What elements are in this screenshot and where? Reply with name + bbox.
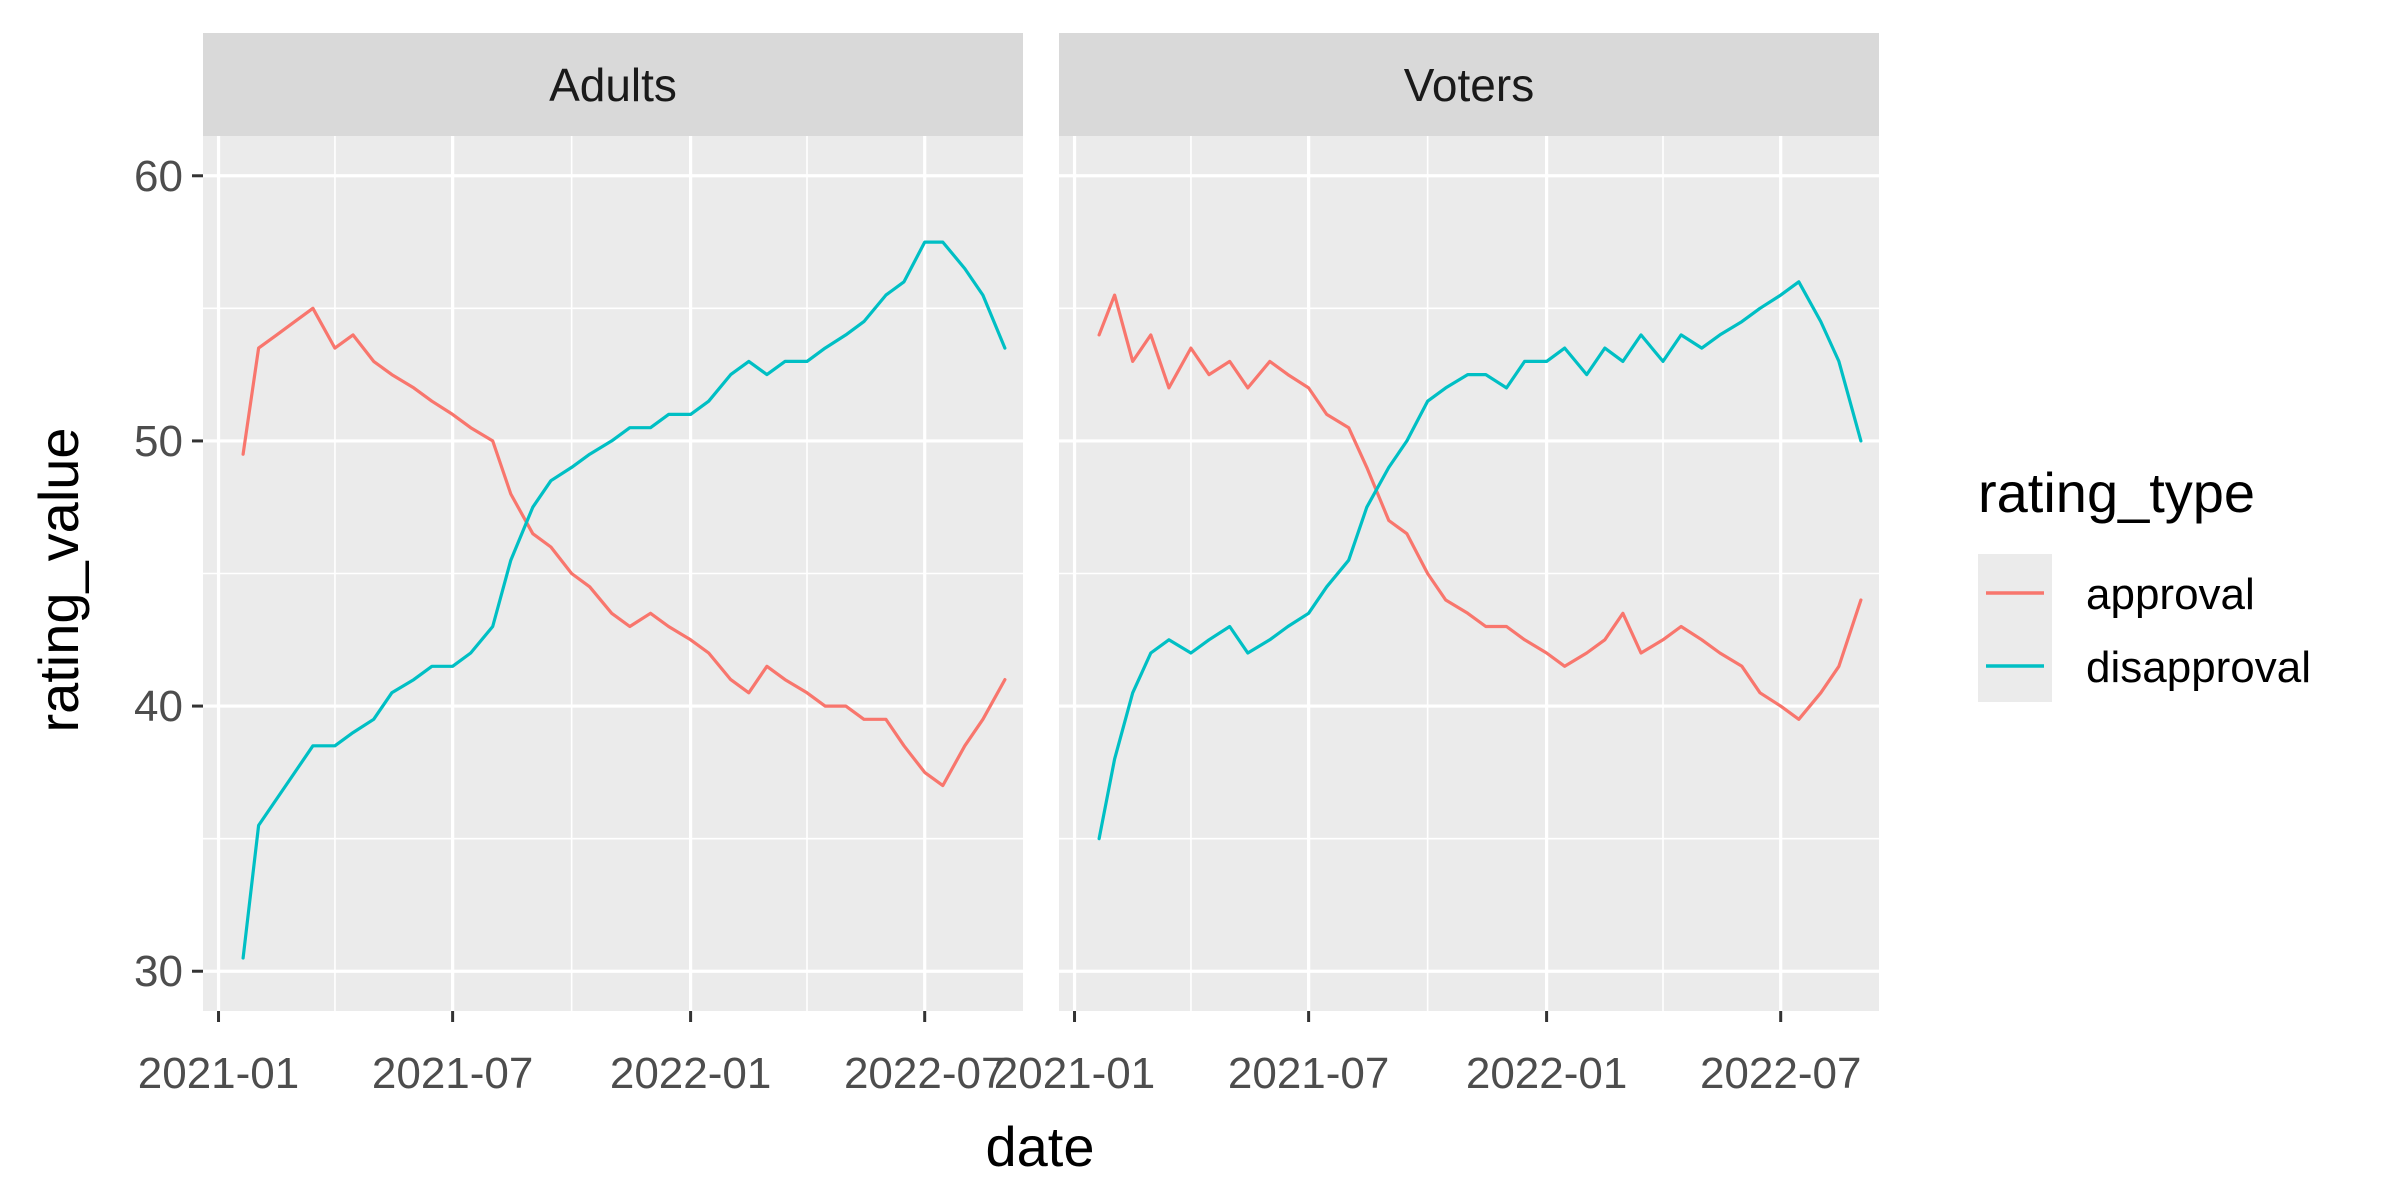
y-tick-label: 30	[134, 947, 183, 996]
x-tick-label: 2021-01	[994, 1049, 1155, 1098]
series-line-disapproval	[241, 240, 1007, 960]
x-tick-label: 2022-07	[1700, 1049, 1861, 1098]
legend: rating_type approval disapproval	[1978, 461, 2311, 702]
panels: Adults 2021-01 2021-07 2022-01 2022-07 30 40 50…	[134, 33, 1879, 1098]
x-tick-label: 2022-01	[1466, 1049, 1627, 1098]
series-line-approval	[241, 306, 1007, 788]
y-tick-label: 60	[134, 152, 183, 201]
legend-title: rating_type	[1978, 461, 2255, 524]
facet-strip	[1059, 33, 1879, 136]
series-line-approval	[1097, 293, 1863, 721]
legend-label-disapproval: disapproval	[2086, 643, 2311, 692]
panel-adults: Adults 2021-01 2021-07 2022-01 2022-07 30 40 50…	[134, 33, 1023, 1098]
x-tick-label: 2022-07	[844, 1049, 1005, 1098]
legend-label-approval: approval	[2086, 570, 2255, 619]
x-tick-label: 2022-01	[610, 1049, 771, 1098]
x-axis-title: date	[986, 1115, 1095, 1178]
facet-strip-label: Voters	[1404, 59, 1534, 111]
facet-strip	[203, 33, 1023, 136]
facet-strip-label: Adults	[549, 59, 677, 111]
x-tick-label: 2021-07	[1228, 1049, 1389, 1098]
y-tick-label: 40	[134, 682, 183, 731]
y-axis-title: rating_value	[27, 427, 90, 732]
y-tick-label: 50	[134, 417, 183, 466]
series-line-disapproval	[1097, 280, 1863, 841]
x-tick-label: 2021-07	[372, 1049, 533, 1098]
legend-key-background	[1978, 554, 2052, 702]
panel-voters: Voters 2021-01 2021-07 2022-01 2022-07	[994, 33, 1879, 1098]
x-tick-label: 2021-01	[138, 1049, 299, 1098]
